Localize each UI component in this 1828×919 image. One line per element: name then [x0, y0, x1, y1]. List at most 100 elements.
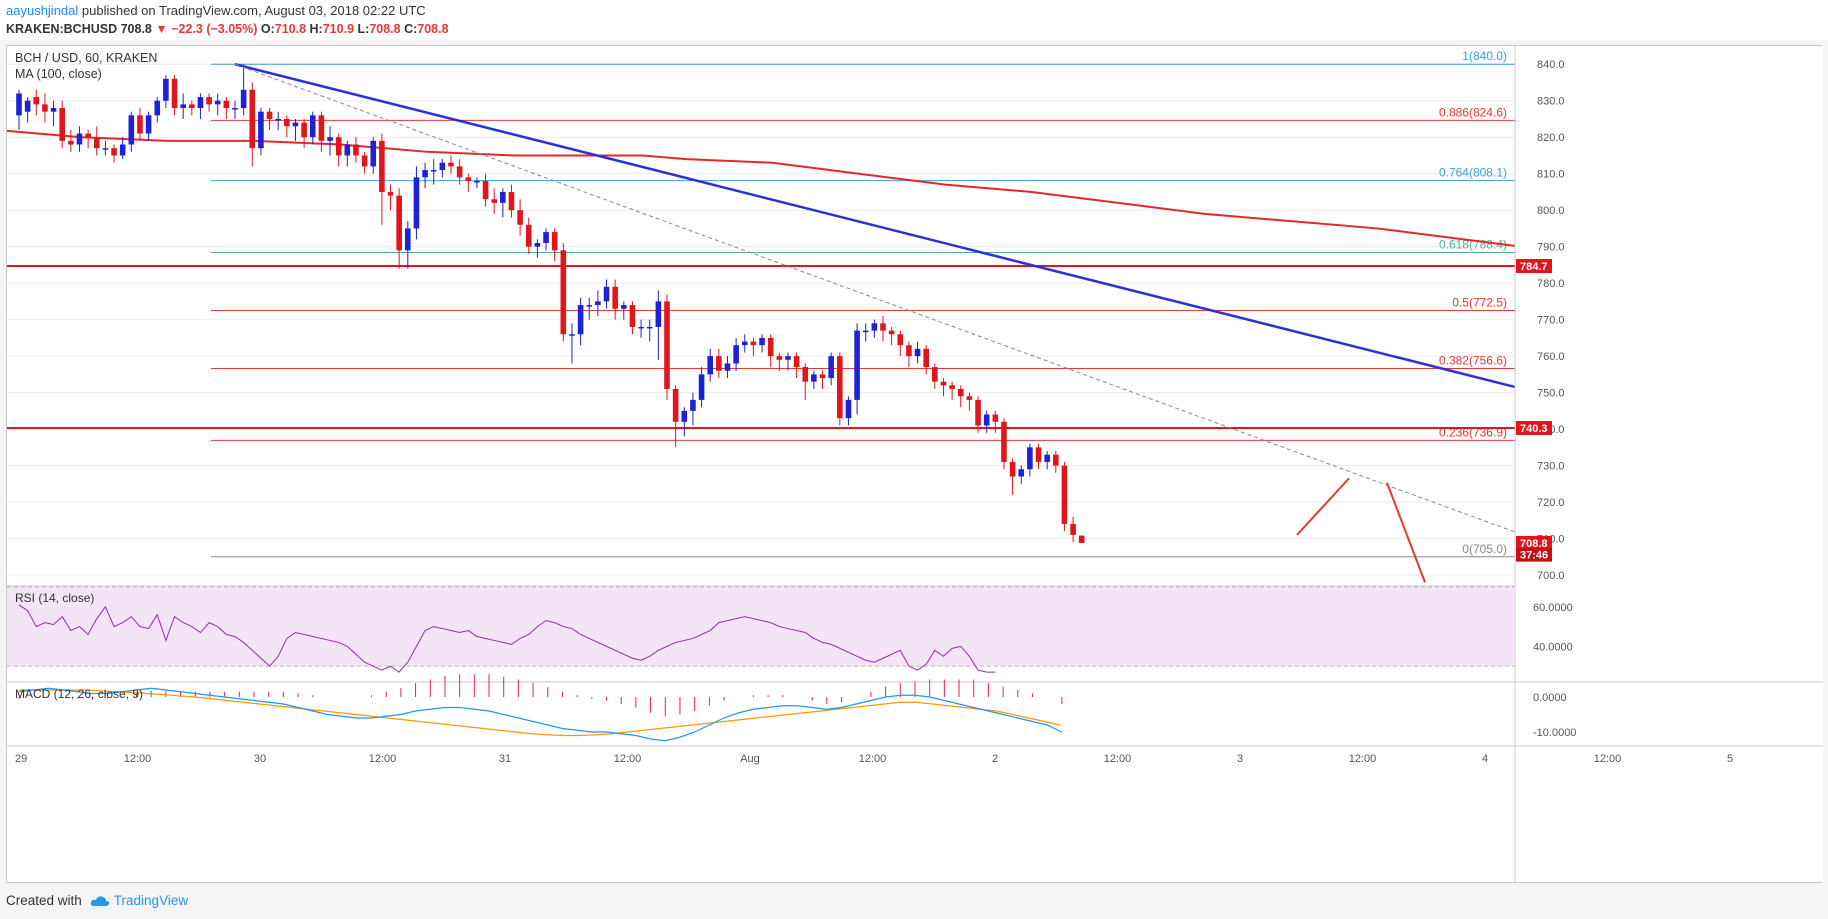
candle-body [595, 301, 601, 306]
candle-body [482, 181, 489, 200]
candle-body [1009, 461, 1016, 477]
descending-trendline [234, 63, 1705, 436]
candle-body [940, 381, 947, 386]
candle-body [828, 356, 834, 379]
candle-body [93, 137, 100, 149]
publish-line: aayushjindal published on TradingView.co… [6, 3, 426, 18]
price-axis-bg [1515, 46, 1823, 882]
candlestick-series [16, 64, 1085, 543]
candle-body [439, 162, 446, 171]
candle-body [456, 166, 463, 178]
candle-body [525, 224, 532, 247]
author-link[interactable]: aayushjindal [6, 3, 79, 18]
price-tick-label: 700.0 [1537, 570, 1565, 582]
candle-body [551, 232, 558, 251]
candle-body [906, 345, 912, 357]
time-tick-label: 4 [1482, 753, 1488, 765]
chart-frame[interactable]: 1(840.0) 0.886(824.6) 0.764(808.1) 0.618(78… [6, 45, 1823, 884]
candle-body [888, 330, 895, 335]
candle-body [880, 323, 886, 331]
candle-body [370, 140, 377, 167]
candle-body [664, 301, 670, 389]
candle-body [292, 122, 299, 127]
candle-body [897, 334, 904, 346]
time-tick-label: 12:00 [1104, 753, 1132, 765]
candle-body [681, 410, 688, 422]
trendlines [234, 63, 1705, 558]
candle-body [862, 330, 869, 333]
rsi-tick-label: 60.0000 [1533, 602, 1573, 614]
macd-tick-label: 0.0000 [1533, 692, 1567, 704]
candle-body [759, 337, 765, 346]
candle-body [811, 374, 817, 382]
time-tick-label: 3 [1237, 753, 1243, 765]
price-tick-label: 780.0 [1537, 278, 1565, 290]
candle-body [716, 356, 722, 371]
rsi-line [18, 604, 996, 673]
candle-body [1053, 454, 1059, 466]
candle-body [119, 144, 126, 156]
tradingview-brand: TradingView [113, 893, 189, 908]
candle-body [189, 104, 195, 109]
price-tag [1516, 259, 1552, 274]
price-tag [1516, 547, 1552, 562]
candle-body [569, 334, 575, 336]
candle-body [750, 341, 757, 346]
macd-pane [7, 674, 1823, 747]
price-tick-label: 720.0 [1537, 497, 1565, 509]
candle-body [59, 108, 65, 141]
candle-body [992, 414, 999, 422]
candle-body [1001, 421, 1007, 462]
macd-line [18, 687, 1063, 742]
candle-body [767, 337, 774, 357]
price-tick-label: 800.0 [1537, 205, 1565, 217]
candle-body [854, 330, 860, 400]
candle-body [68, 140, 74, 145]
high-label: H: [309, 22, 323, 36]
candle-body [603, 286, 610, 302]
candle-body [465, 177, 472, 181]
price-tag [1516, 421, 1552, 436]
projection-up-arrow [1296, 477, 1350, 536]
candle-body [474, 181, 480, 183]
candle-body [586, 305, 593, 307]
candle-body [707, 356, 713, 375]
chart-title: BCH / USD, 60, KRAKEN [15, 51, 157, 65]
ohlc-line: KRAKEN:BCHUSD 708.8 ▼ −22.3 (−3.05%) O:7… [6, 22, 449, 36]
candle-body [396, 195, 402, 251]
candle-body [33, 97, 40, 105]
candle-body [413, 177, 420, 229]
ma-indicator-label: MA (100, close) [15, 67, 102, 81]
candle-body [543, 232, 549, 244]
candle-body [983, 414, 990, 426]
candle-body [24, 100, 31, 112]
candle-body [491, 199, 497, 203]
time-tick-label: 12:00 [614, 753, 642, 765]
candle-body [923, 348, 929, 368]
fibonacci-retracement: 1(840.0) 0.886(824.6) 0.764(808.1) 0.618(78… [211, 49, 1515, 558]
candle-body [50, 108, 57, 112]
candle-body [102, 148, 109, 150]
rsi-pane [7, 586, 1823, 683]
close-label: C: [404, 22, 418, 36]
candle-body [638, 326, 644, 329]
candle-body [223, 100, 230, 109]
candle-body [85, 133, 91, 138]
candle-body [1078, 535, 1085, 543]
candle-body [534, 243, 541, 247]
candle-body [932, 367, 938, 382]
time-tick-label: 12:00 [124, 753, 152, 765]
open-value: 710.8 [274, 22, 307, 36]
candle-body [500, 191, 506, 203]
price-tick-label: 820.0 [1537, 132, 1565, 144]
price-tag [1516, 535, 1552, 550]
price-tick-label: 830.0 [1537, 96, 1565, 108]
candle-body [776, 356, 783, 360]
tradingview-logo[interactable]: TradingView [90, 893, 188, 908]
chart-canvas[interactable]: 1(840.0) 0.886(824.6) 0.764(808.1) 0.618(78… [7, 46, 1823, 884]
candle-body [698, 374, 705, 400]
candle-body [379, 140, 385, 192]
price-tick-label: 810.0 [1537, 169, 1565, 181]
macd-title: MACD (12, 26, close, 9) [15, 687, 143, 701]
time-tick-label: 31 [499, 753, 511, 765]
